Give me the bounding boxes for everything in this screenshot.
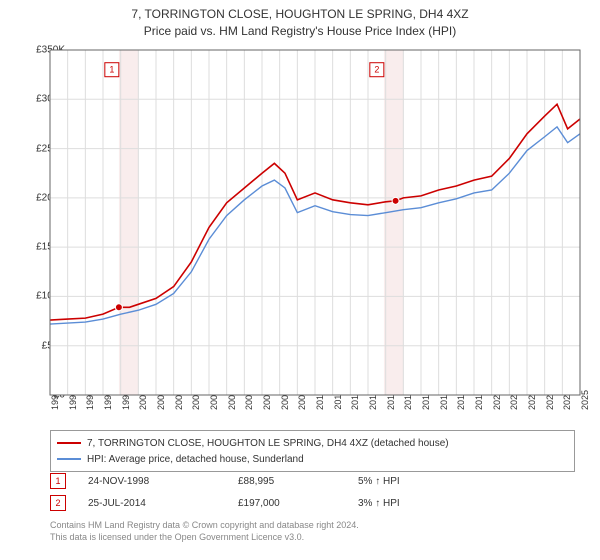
legend-swatch (57, 442, 81, 444)
legend-row: HPI: Average price, detached house, Sund… (57, 451, 568, 467)
sale-date: 24-NOV-1998 (88, 476, 238, 487)
sale-row: 2 25-JUL-2014£197,0003% ↑ HPI (50, 492, 575, 514)
footer-line-2: This data is licensed under the Open Gov… (50, 532, 575, 544)
footer-line-1: Contains HM Land Registry data © Crown c… (50, 520, 575, 532)
legend-label: HPI: Average price, detached house, Sund… (87, 454, 304, 465)
sales-table: 1 24-NOV-1998£88,9955% ↑ HPI 2 25-JUL-2014£… (50, 470, 575, 514)
sale-marker-box: 2 (50, 495, 66, 511)
sale-delta: 5% ↑ HPI (358, 476, 478, 487)
svg-text:1: 1 (109, 65, 114, 75)
sale-marker-box: 1 (50, 473, 66, 489)
legend-row: 7, TORRINGTON CLOSE, HOUGHTON LE SPRING,… (57, 435, 568, 451)
xtick-label: 2025 (580, 390, 590, 410)
sale-delta: 3% ↑ HPI (358, 498, 478, 509)
chart-title-2: Price paid vs. HM Land Registry's House … (0, 23, 600, 40)
chart-title-1: 7, TORRINGTON CLOSE, HOUGHTON LE SPRING,… (0, 6, 600, 23)
svg-text:2: 2 (374, 65, 379, 75)
price-chart: 12 (50, 50, 580, 395)
sale-row: 1 24-NOV-1998£88,9955% ↑ HPI (50, 470, 575, 492)
footer-attribution: Contains HM Land Registry data © Crown c… (50, 520, 575, 543)
sale-price: £197,000 (238, 498, 358, 509)
legend: 7, TORRINGTON CLOSE, HOUGHTON LE SPRING,… (50, 430, 575, 472)
sale-date: 25-JUL-2014 (88, 498, 238, 509)
legend-swatch (57, 458, 81, 460)
legend-label: 7, TORRINGTON CLOSE, HOUGHTON LE SPRING,… (87, 438, 449, 449)
sale-price: £88,995 (238, 476, 358, 487)
